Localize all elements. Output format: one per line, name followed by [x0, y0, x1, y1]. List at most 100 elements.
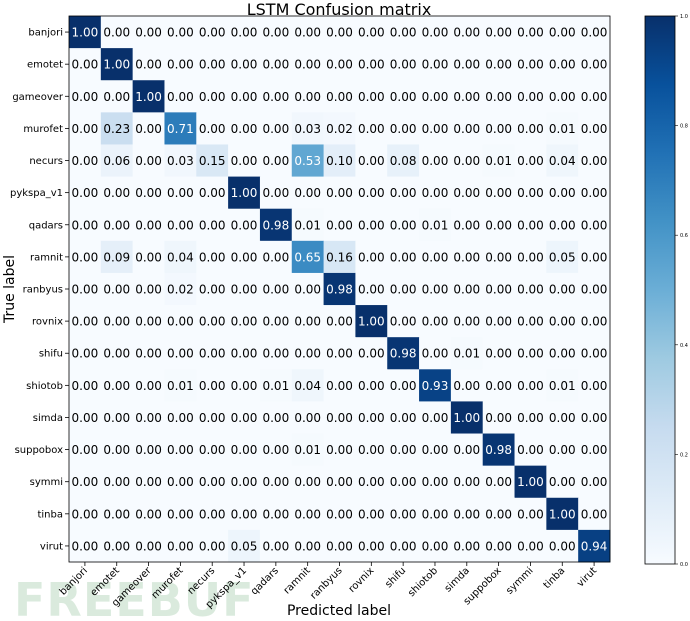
cell-value-label: 0.00 — [358, 26, 385, 40]
y-axis-label: True label — [2, 255, 18, 324]
heatmap-cell — [228, 433, 261, 467]
cell-value-label: 0.00 — [167, 539, 194, 553]
cell-value-label: 0.00 — [167, 347, 194, 361]
heatmap-cell — [69, 80, 102, 113]
heatmap-cell — [196, 240, 229, 274]
x-tick-label: ramnit — [282, 565, 313, 596]
colorbar-tick-label: 0.2 — [680, 452, 688, 458]
heatmap-cell — [100, 401, 134, 434]
heatmap-cell — [228, 48, 261, 81]
heatmap-cell — [228, 208, 261, 242]
cell-value-label: 0.93 — [422, 379, 449, 393]
cell-value-label: 0.00 — [485, 411, 512, 425]
heatmap-cell — [132, 48, 165, 81]
heatmap-cell — [228, 16, 261, 49]
heatmap-cell — [546, 48, 579, 81]
heatmap-cell — [259, 497, 293, 531]
colorbar-tick-label: 1.0 — [680, 14, 688, 20]
cell-value-label: 0.01 — [549, 379, 576, 393]
cell-value-label: 0.00 — [358, 218, 385, 232]
cell-value-label: 0.00 — [581, 283, 608, 297]
heatmap-cell — [196, 305, 229, 338]
cell-value-label: 0.01 — [549, 122, 576, 136]
heatmap-cell — [546, 305, 579, 338]
cell-value-label: 0.01 — [294, 218, 321, 232]
x-axis-label: Predicted label — [287, 603, 391, 619]
cell-value-label: 0.00 — [422, 90, 449, 104]
cell-value-label: 0.01 — [485, 154, 512, 168]
cell-value-label: 0.00 — [453, 186, 480, 200]
cell-value-label: 0.00 — [135, 475, 162, 489]
cell-value-label: 0.00 — [358, 379, 385, 393]
heatmap-cell — [419, 497, 452, 531]
colorbar-ticks: 0.0 0.2 0.4 0.6 0.8 1.0 — [675, 14, 688, 568]
cell-value-label: 1.00 — [231, 186, 258, 200]
heatmap-cell — [323, 48, 356, 81]
cell-value-label: 0.00 — [135, 379, 162, 393]
cell-value-label: 0.00 — [167, 315, 194, 329]
cell-value-label: 0.00 — [294, 539, 321, 553]
cell-value-label: 0.00 — [390, 90, 417, 104]
y-tick-label: suppobox — [15, 445, 64, 456]
cell-value-label: 0.00 — [517, 154, 544, 168]
cell-value-label: 0.00 — [453, 539, 480, 553]
heatmap-cell — [259, 305, 293, 338]
cell-value-label: 0.00 — [72, 315, 99, 329]
heatmap-cell — [323, 497, 356, 531]
heatmap-cell — [578, 401, 611, 434]
cell-value-label: 0.00 — [581, 443, 608, 457]
cell-value-label: 0.00 — [326, 218, 353, 232]
chart-title: LSTM Confusion matrix — [247, 0, 432, 19]
heatmap-cell — [355, 529, 388, 563]
heatmap-cell — [546, 465, 579, 499]
heatmap-cell — [259, 112, 293, 145]
heatmap-cell — [291, 208, 324, 242]
cell-value-label: 0.00 — [135, 539, 162, 553]
y-tick-label: murofet — [23, 124, 63, 135]
cell-value-label: 0.00 — [485, 26, 512, 40]
heatmap-cell — [514, 497, 547, 531]
cell-value-label: 0.00 — [422, 411, 449, 425]
cell-value-label: 0.00 — [231, 443, 258, 457]
heatmap-cell — [164, 497, 197, 531]
cell-value-label: 0.53 — [294, 154, 321, 168]
heatmap-cell — [387, 208, 420, 242]
heatmap-cell — [450, 16, 484, 49]
cell-value-label: 0.00 — [135, 154, 162, 168]
heatmap-cell — [546, 176, 579, 210]
cell-value-label: 0.00 — [485, 283, 512, 297]
cell-value-label: 0.00 — [326, 90, 353, 104]
cell-value-label: 0.00 — [390, 443, 417, 457]
heatmap-cell — [164, 272, 197, 306]
cell-value-label: 0.00 — [262, 58, 289, 72]
cell-value-label: 0.05 — [231, 539, 258, 553]
heatmap-cell — [419, 240, 452, 274]
heatmap-cell — [450, 369, 484, 402]
cell-value-label: 0.00 — [422, 443, 449, 457]
heatmap-cell — [100, 465, 134, 499]
cell-value-label: 0.00 — [199, 379, 226, 393]
cell-value-label: 0.16 — [326, 250, 353, 264]
heatmap-cell — [419, 401, 452, 434]
heatmap-cell — [228, 497, 261, 531]
heatmap-cell — [132, 240, 165, 274]
heatmap-cell — [387, 465, 420, 499]
cell-value-label: 0.00 — [390, 475, 417, 489]
heatmap-cell — [546, 208, 579, 242]
x-tick-label: shifu — [383, 565, 408, 590]
heatmap-cell — [100, 144, 134, 177]
heatmap-cell — [196, 465, 229, 499]
cell-value-label: 0.00 — [167, 443, 194, 457]
heatmap-cell — [291, 465, 324, 499]
cell-value-label: 0.00 — [262, 443, 289, 457]
cell-value-label: 1.00 — [358, 315, 385, 329]
cell-value-label: 0.05 — [549, 250, 576, 264]
heatmap-cell — [482, 240, 515, 274]
cell-value-label: 0.00 — [422, 154, 449, 168]
cell-value-label: 0.00 — [581, 90, 608, 104]
cell-value-label: 0.00 — [517, 218, 544, 232]
heatmap-cell — [100, 497, 134, 531]
cell-value-label: 0.00 — [103, 411, 130, 425]
heatmap-cell — [578, 497, 611, 531]
cell-value-label: 0.04 — [549, 154, 576, 168]
